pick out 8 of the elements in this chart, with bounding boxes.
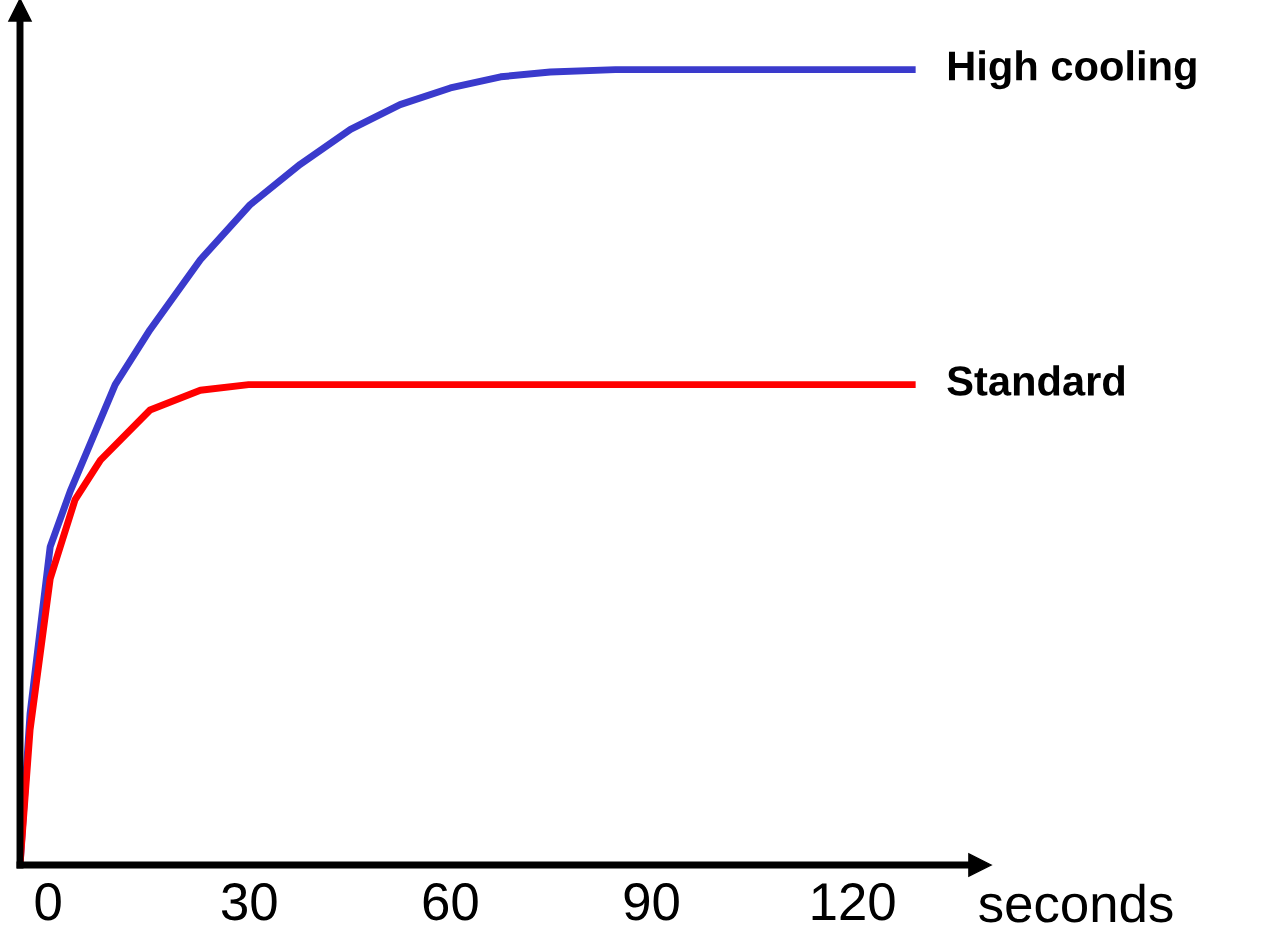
x-tick-label: 120 [812, 883, 895, 921]
series-label: Standard [947, 365, 1125, 396]
series-label: High cooling [948, 50, 1196, 90]
x-tick-label: 30 [221, 883, 277, 921]
x-axis-title: seconds [979, 883, 1173, 923]
x-tick-label: 0 [35, 883, 61, 921]
x-tick-label: 90 [624, 883, 679, 921]
x-tick-label: 60 [423, 883, 478, 921]
